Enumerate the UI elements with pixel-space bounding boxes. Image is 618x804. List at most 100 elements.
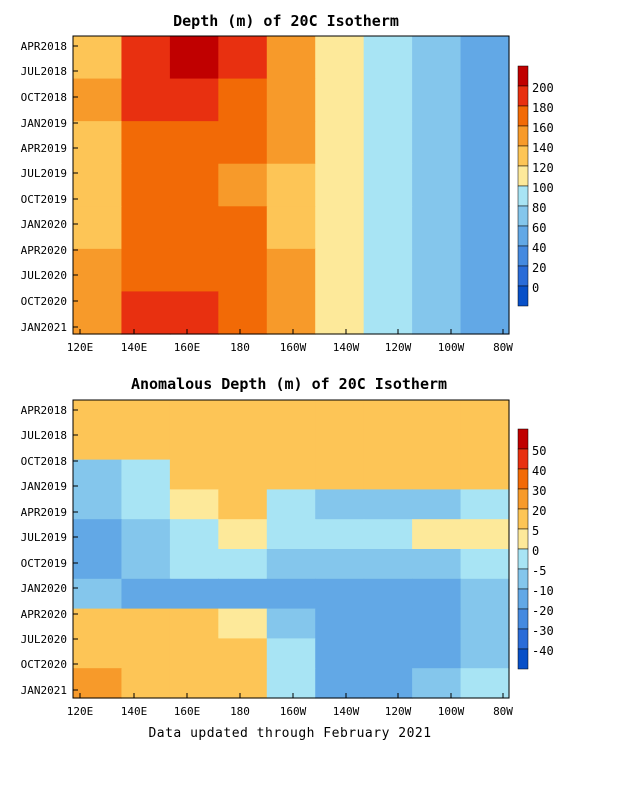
bottom-colorbar-label: -10 bbox=[532, 584, 554, 598]
colorbar-block bbox=[517, 428, 529, 450]
heatmap-cell bbox=[266, 206, 316, 250]
heatmap-cell bbox=[460, 121, 510, 165]
heatmap-cell bbox=[121, 638, 171, 669]
heatmap-cell bbox=[315, 163, 365, 207]
heatmap-cell bbox=[315, 519, 365, 550]
heatmap-cell bbox=[218, 163, 268, 207]
top-colorbar-label: 80 bbox=[532, 201, 546, 215]
heatmap-cell bbox=[412, 578, 462, 610]
heatmap-cell bbox=[73, 400, 123, 431]
bottom-xtick: 80W bbox=[493, 705, 513, 718]
heatmap-cell bbox=[460, 459, 510, 490]
heatmap-cell bbox=[363, 163, 413, 207]
heatmap-cell bbox=[218, 578, 268, 610]
heatmap-cell bbox=[73, 519, 123, 550]
heatmap-cell bbox=[363, 206, 413, 250]
heatmap-cell bbox=[218, 608, 268, 639]
heatmap-cell bbox=[315, 668, 365, 699]
heatmap-cell bbox=[315, 121, 365, 165]
heatmap-cell bbox=[412, 668, 462, 699]
heatmap-cell bbox=[73, 248, 123, 293]
bottom-xtick: 100W bbox=[438, 705, 465, 718]
bottom-xtick: 120W bbox=[385, 705, 412, 718]
colorbar-block bbox=[517, 185, 529, 207]
heatmap-cell bbox=[363, 248, 413, 293]
heatmap-cell bbox=[73, 608, 123, 639]
heatmap-cell bbox=[460, 400, 510, 431]
heatmap-cell bbox=[266, 163, 316, 207]
bottom-xtick: 180 bbox=[230, 705, 250, 718]
heatmap-cell bbox=[121, 121, 171, 165]
top-heatmap bbox=[73, 36, 510, 335]
heatmap-cell bbox=[218, 638, 268, 669]
heatmap-cell bbox=[412, 459, 462, 490]
heatmap-cell bbox=[73, 36, 123, 80]
heatmap-cell bbox=[412, 163, 462, 207]
heatmap-cell bbox=[73, 638, 123, 669]
heatmap-cell bbox=[315, 459, 365, 490]
bottom-xtick: 120E bbox=[67, 705, 94, 718]
heatmap-cell bbox=[73, 668, 123, 699]
bottom-colorbar-label: -30 bbox=[532, 624, 554, 638]
bottom-ytick: JUL2020 bbox=[21, 633, 67, 646]
top-colorbar-label: 160 bbox=[532, 121, 554, 135]
bottom-ytick: APR2019 bbox=[21, 506, 67, 519]
heatmap-cell bbox=[121, 489, 171, 520]
bottom-ytick: JUL2018 bbox=[21, 429, 67, 442]
colorbar-block bbox=[517, 165, 529, 187]
colorbar-block bbox=[517, 588, 529, 610]
bottom-colorbar-label: 5 bbox=[532, 524, 539, 538]
heatmap-cell bbox=[73, 549, 123, 580]
colorbar-block bbox=[517, 205, 529, 227]
heatmap-cell bbox=[460, 549, 510, 580]
top-ytick: APR2018 bbox=[21, 40, 67, 53]
heatmap-cell bbox=[218, 78, 268, 122]
heatmap-cell bbox=[266, 36, 316, 80]
colorbar-block bbox=[517, 608, 529, 630]
heatmap-cell bbox=[169, 121, 219, 165]
heatmap-cell bbox=[412, 78, 462, 122]
bottom-ytick: OCT2019 bbox=[21, 557, 67, 570]
top-ytick: JAN2019 bbox=[21, 117, 67, 130]
colorbar-block bbox=[517, 508, 529, 530]
heatmap-cell bbox=[169, 549, 219, 580]
heatmap-cell bbox=[218, 400, 268, 431]
heatmap-cell bbox=[73, 78, 123, 122]
colorbar-block bbox=[517, 125, 529, 147]
bottom-ytick: JAN2021 bbox=[21, 684, 67, 697]
bottom-xtick: 140E bbox=[121, 705, 148, 718]
top-colorbar-label: 0 bbox=[532, 281, 539, 295]
heatmap-cell bbox=[169, 519, 219, 550]
heatmap-cell bbox=[460, 291, 510, 335]
heatmap-cell bbox=[169, 36, 219, 80]
heatmap-cell bbox=[412, 36, 462, 80]
heatmap-cell bbox=[412, 608, 462, 639]
top-colorbar-label: 200 bbox=[532, 81, 554, 95]
heatmap-cell bbox=[169, 638, 219, 669]
heatmap-cell bbox=[218, 459, 268, 490]
heatmap-cell bbox=[412, 248, 462, 293]
heatmap-cell bbox=[266, 519, 316, 550]
heatmap-cell bbox=[315, 638, 365, 669]
heatmap-cell bbox=[363, 78, 413, 122]
colorbar-block bbox=[517, 488, 529, 510]
top-colorbar-label: 20 bbox=[532, 261, 546, 275]
heatmap-cell bbox=[363, 668, 413, 699]
colorbar-block bbox=[517, 468, 529, 490]
heatmap-cell bbox=[363, 36, 413, 80]
heatmap-cell bbox=[363, 429, 413, 461]
heatmap-cell bbox=[266, 400, 316, 431]
heatmap-cell bbox=[412, 429, 462, 461]
colorbar-block bbox=[517, 448, 529, 470]
top-ytick: JAN2021 bbox=[21, 321, 67, 334]
heatmap-cell bbox=[266, 549, 316, 580]
heatmap-cell bbox=[218, 549, 268, 580]
top-xtick: 120W bbox=[385, 341, 412, 354]
heatmap-cell bbox=[73, 121, 123, 165]
colorbar-block bbox=[517, 285, 529, 307]
heatmap-cell bbox=[218, 429, 268, 461]
heatmap-cell bbox=[73, 578, 123, 610]
heatmap-cell bbox=[363, 400, 413, 431]
heatmap-cell bbox=[121, 78, 171, 122]
top-xtick: 100W bbox=[438, 341, 465, 354]
